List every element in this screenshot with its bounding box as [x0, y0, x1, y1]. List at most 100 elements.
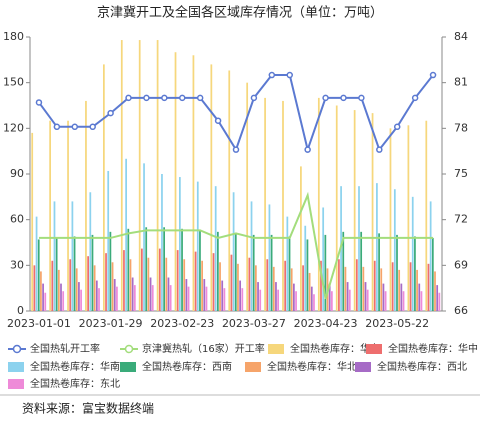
bar	[380, 268, 383, 311]
bar	[35, 216, 38, 311]
bar	[411, 196, 414, 311]
bar	[42, 283, 44, 311]
bar	[252, 234, 255, 311]
bar	[192, 55, 195, 312]
bar	[78, 282, 80, 311]
legend-label: 全国热卷库存：华北	[267, 360, 357, 373]
bar	[181, 228, 183, 311]
x-tick-label: 2023-01-01	[7, 317, 71, 330]
bar	[75, 268, 78, 311]
line-marker	[268, 71, 276, 79]
bar	[151, 285, 154, 311]
bar	[362, 266, 365, 311]
legend-swatch	[355, 362, 371, 372]
bar	[158, 248, 161, 311]
bar	[438, 292, 441, 311]
bar	[400, 283, 403, 311]
line-marker	[179, 94, 186, 102]
bar	[95, 280, 98, 311]
bar	[156, 40, 159, 312]
bar	[257, 282, 259, 311]
bar	[284, 260, 287, 311]
bar	[270, 234, 273, 311]
bar	[44, 292, 47, 311]
y2-tick-label: 72	[454, 213, 468, 226]
bar	[282, 100, 284, 311]
bar	[107, 170, 110, 311]
legend-label: 全国热卷库存：东北	[30, 377, 120, 390]
bar	[360, 231, 363, 311]
bar	[203, 279, 206, 311]
bar	[378, 233, 380, 311]
bar	[338, 259, 340, 311]
bar	[149, 277, 152, 311]
bar	[91, 234, 94, 311]
line-marker	[393, 123, 401, 131]
legend-label: 全国热轧开工率	[30, 342, 100, 355]
bar	[348, 289, 351, 311]
bar	[427, 263, 430, 311]
bar	[308, 272, 311, 311]
bar	[230, 254, 233, 311]
y-tick-label: 120	[3, 121, 24, 134]
line-marker	[71, 123, 79, 131]
x-tick-label: 2023-05-22	[365, 317, 429, 330]
bar	[138, 40, 141, 312]
line-marker	[429, 71, 437, 79]
bar	[178, 177, 181, 311]
bar	[69, 259, 72, 311]
line-marker	[214, 117, 222, 124]
bar	[49, 120, 51, 311]
bar	[165, 257, 168, 311]
bar	[127, 228, 130, 311]
x-tick-label: 2023-03-27	[222, 317, 286, 330]
bar	[33, 265, 36, 311]
bar	[133, 285, 136, 311]
line-marker	[35, 99, 43, 106]
y2-tick-label: 69	[454, 258, 468, 271]
bar	[384, 291, 387, 311]
bar	[105, 253, 107, 311]
bar	[194, 251, 197, 311]
bar	[40, 271, 42, 311]
x-tick-label: 2023-04-23	[294, 317, 358, 330]
bar	[241, 288, 244, 311]
y2-tick-label: 84	[454, 30, 468, 43]
bar	[98, 288, 100, 311]
bar	[407, 125, 410, 312]
bar	[324, 234, 327, 311]
bar	[302, 265, 304, 311]
line-marker	[304, 146, 311, 153]
bar	[174, 52, 177, 311]
y-tick-label: 90	[10, 167, 24, 180]
x-tick-label: 2023-02-23	[150, 317, 214, 330]
y-tick-label: 180	[3, 30, 24, 43]
bar	[295, 291, 297, 311]
bar	[53, 201, 56, 311]
bar	[402, 291, 405, 311]
bar	[131, 277, 134, 311]
bar	[358, 186, 360, 311]
y2-tick-label: 78	[454, 121, 468, 134]
line-marker	[107, 109, 114, 117]
line-marker	[125, 94, 132, 102]
line	[38, 74, 434, 154]
bar	[266, 259, 269, 311]
bar	[85, 100, 87, 311]
x-tick-label: 2023-01-29	[79, 317, 143, 330]
bar	[300, 166, 302, 311]
bar	[129, 259, 132, 311]
bar	[219, 262, 221, 311]
bar	[216, 231, 219, 311]
line-marker	[358, 94, 365, 102]
bar	[111, 262, 114, 311]
bar	[93, 265, 96, 311]
bar	[187, 286, 190, 311]
legend-label: 全国热卷库存：华东	[290, 342, 380, 355]
bar	[364, 282, 367, 311]
legend-swatch	[8, 362, 24, 372]
source: 资料来源：富宝数据终端	[22, 401, 154, 416]
bar	[145, 227, 148, 311]
bar	[355, 259, 358, 311]
